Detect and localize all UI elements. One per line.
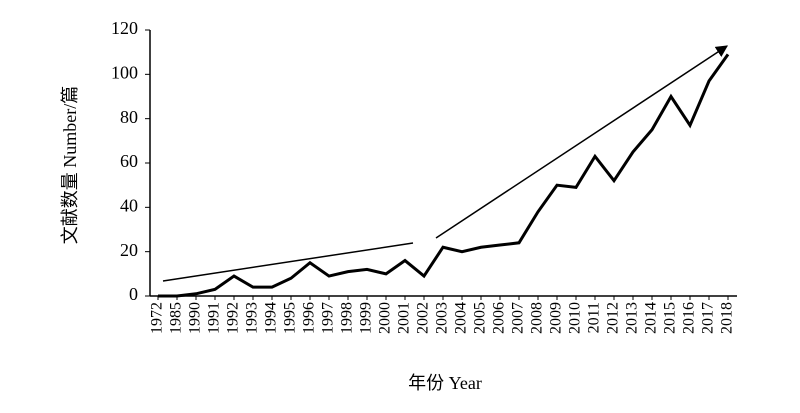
y-tick-label: 20 xyxy=(120,240,138,260)
x-tick-label: 1990 xyxy=(187,302,204,334)
x-tick-label: 2016 xyxy=(681,302,698,334)
x-tick-label: 2004 xyxy=(453,302,470,334)
x-tick-label: 1997 xyxy=(320,302,337,334)
data-line xyxy=(158,53,730,298)
x-tick-label: 1996 xyxy=(301,302,318,334)
y-tick-label: 120 xyxy=(111,18,138,38)
x-tick-label: 1994 xyxy=(263,302,280,334)
x-tick-label: 2008 xyxy=(529,302,546,334)
x-tick-label: 2005 xyxy=(472,302,489,334)
trend-arrow xyxy=(435,45,729,239)
x-tick-label: 2007 xyxy=(510,302,527,334)
x-tick-label: 2013 xyxy=(624,302,641,334)
x-tick-label: 2012 xyxy=(605,302,622,334)
x-tick-label: 2000 xyxy=(377,302,394,334)
trend-line xyxy=(162,242,414,282)
x-tick-label: 1985 xyxy=(168,302,185,334)
x-tick-label: 2014 xyxy=(643,302,660,334)
x-tick-label: 1972 xyxy=(149,302,166,334)
x-tick-label: 1993 xyxy=(244,302,261,334)
y-tick-label: 100 xyxy=(111,62,138,82)
y-tick-label: 40 xyxy=(120,195,138,215)
x-tick-label: 1998 xyxy=(339,302,356,334)
x-tick-label: 2010 xyxy=(567,302,584,334)
x-tick-label: 1995 xyxy=(282,302,299,334)
x-axis-label: 年份 Year xyxy=(408,373,482,393)
x-tick-label: 2009 xyxy=(548,302,565,334)
x-tick-label: 2001 xyxy=(396,302,413,334)
x-tick-label: 1999 xyxy=(358,302,375,334)
x-tick-label: 2018 xyxy=(719,302,736,334)
x-tick-label: 2011 xyxy=(586,302,603,333)
x-tick-label: 1991 xyxy=(206,302,223,334)
x-tick-label: 2017 xyxy=(700,302,717,334)
y-tick-label: 80 xyxy=(120,107,138,127)
x-tick-label: 2006 xyxy=(491,302,508,334)
y-tick-label: 0 xyxy=(129,284,138,304)
x-tick-label: 2015 xyxy=(662,302,679,334)
y-axis-label: 文献数量 Number/篇 xyxy=(60,86,80,244)
x-tick-label: 2003 xyxy=(434,302,451,334)
x-tick-label: 2002 xyxy=(415,302,432,334)
y-tick-label: 60 xyxy=(120,151,138,171)
x-tick-label: 1992 xyxy=(225,302,242,334)
